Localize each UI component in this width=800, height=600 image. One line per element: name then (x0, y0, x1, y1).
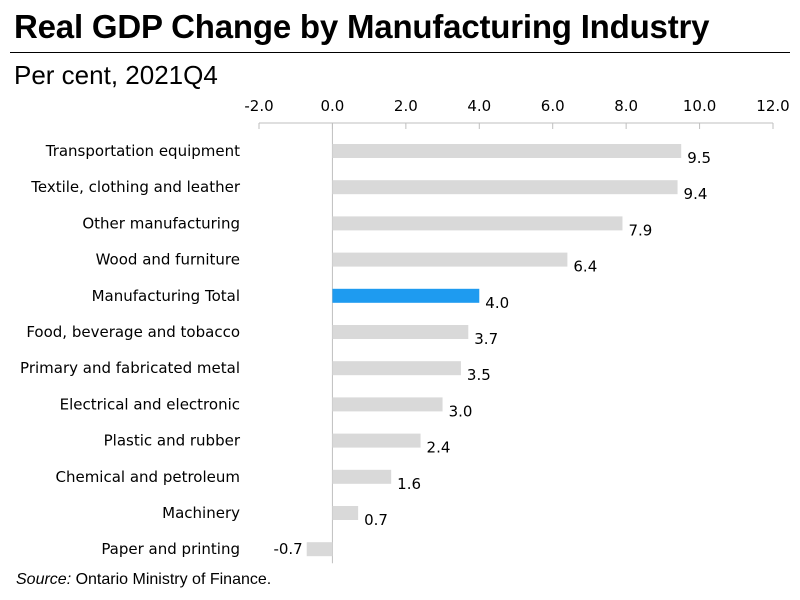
chart-subtitle: Per cent, 2021Q4 (14, 60, 218, 90)
category-label: Machinery (162, 504, 240, 522)
data-label: 2.4 (427, 439, 451, 457)
data-label: 9.4 (684, 185, 708, 203)
source-text: Ontario Ministry of Finance. (71, 571, 272, 588)
data-label: 6.4 (573, 258, 597, 276)
category-label: Electrical and electronic (60, 395, 240, 413)
x-tick-label: 6.0 (541, 97, 565, 115)
source-note: Source: Ontario Ministry of Finance. (16, 571, 271, 589)
bar (332, 252, 568, 267)
bar (332, 433, 421, 448)
x-tick-label: -2.0 (244, 97, 273, 115)
x-tick-label: 4.0 (467, 97, 491, 115)
category-label: Textile, clothing and leather (30, 178, 241, 196)
title-divider (10, 52, 790, 53)
data-label: 9.5 (687, 149, 711, 167)
data-label: 3.7 (474, 330, 498, 348)
bar (332, 216, 623, 231)
category-label: Chemical and petroleum (55, 468, 240, 486)
data-label: 3.5 (467, 366, 491, 384)
x-tick-label: 10.0 (683, 97, 716, 115)
bar (332, 506, 359, 520)
x-tick-label: 12.0 (756, 97, 789, 115)
chart-title: Real GDP Change by Manufacturing Industr… (14, 8, 710, 45)
bar (332, 397, 443, 412)
bar (306, 542, 333, 557)
bar (332, 288, 480, 303)
bar (332, 325, 469, 339)
x-tick-label: 2.0 (394, 97, 418, 115)
category-label: Primary and fabricated metal (20, 359, 240, 377)
bar (332, 469, 392, 484)
category-label: Paper and printing (101, 540, 240, 558)
bar (332, 144, 682, 158)
x-tick-label: 8.0 (614, 97, 638, 115)
source-label: Source: (16, 571, 72, 588)
data-label: 4.0 (485, 294, 509, 312)
category-label: Plastic and rubber (104, 432, 241, 450)
bar (332, 361, 461, 376)
x-tick-label: 0.0 (320, 97, 344, 115)
data-label: -0.7 (273, 540, 302, 558)
category-label: Food, beverage and tobacco (26, 323, 240, 341)
data-label: 0.7 (364, 511, 388, 529)
category-label: Other manufacturing (82, 214, 240, 232)
category-label: Wood and furniture (96, 251, 240, 269)
bar (332, 180, 678, 195)
data-label: 1.6 (397, 475, 421, 493)
category-label: Manufacturing Total (92, 287, 240, 305)
data-label: 7.9 (628, 221, 652, 239)
category-label: Transportation equipment (45, 142, 240, 160)
data-label: 3.0 (449, 402, 473, 420)
